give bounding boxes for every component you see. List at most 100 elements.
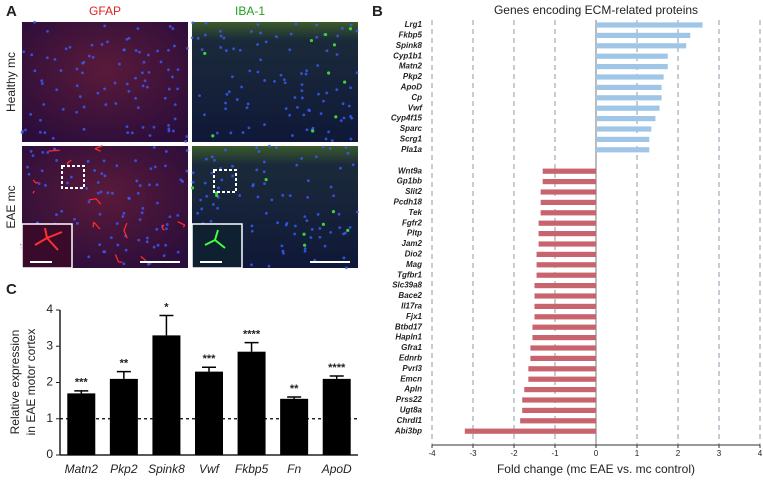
y-tick-label: Pvrl3 xyxy=(402,364,422,373)
nucleus xyxy=(322,99,325,103)
nucleus xyxy=(305,128,309,132)
nucleus xyxy=(224,148,227,152)
nucleus xyxy=(171,129,175,133)
nucleus xyxy=(55,213,58,217)
x-tick-label: Spink8 xyxy=(148,462,185,476)
nucleus xyxy=(53,58,57,61)
bar xyxy=(109,378,138,455)
nucleus xyxy=(39,118,42,122)
nucleus xyxy=(181,180,184,183)
nucleus xyxy=(24,128,27,132)
nucleus xyxy=(167,48,170,52)
nucleus xyxy=(270,198,274,202)
panel-a: A GFAP IBA-1 Healthy mc EAE mc xyxy=(4,3,359,270)
bar xyxy=(596,95,662,101)
process xyxy=(32,190,35,194)
error-bar xyxy=(74,390,89,394)
nucleus xyxy=(130,131,134,135)
nucleus xyxy=(190,36,194,40)
nucleus xyxy=(300,89,304,93)
nucleus xyxy=(303,249,307,253)
nucleus xyxy=(255,146,259,149)
nucleus xyxy=(162,254,166,258)
nucleus xyxy=(173,103,177,107)
panel-label: C xyxy=(6,281,17,298)
y-tick-label: Tgfbr1 xyxy=(397,270,422,279)
nucleus xyxy=(75,84,79,88)
nucleus xyxy=(349,86,352,90)
nucleus xyxy=(293,224,297,228)
nucleus xyxy=(100,172,104,176)
nucleus xyxy=(81,71,84,75)
nucleus xyxy=(100,43,104,46)
cell xyxy=(211,134,215,138)
nucleus xyxy=(91,55,95,59)
nucleus xyxy=(113,81,117,85)
nucleus xyxy=(336,34,340,38)
process xyxy=(88,198,102,205)
nucleus xyxy=(303,247,307,251)
nucleus xyxy=(256,23,260,26)
nucleus xyxy=(81,61,85,65)
nucleus xyxy=(309,236,313,239)
nucleus xyxy=(46,151,50,154)
nucleus xyxy=(138,184,142,187)
nucleus xyxy=(318,227,322,230)
bar xyxy=(536,272,596,278)
nucleus xyxy=(204,157,208,161)
bar xyxy=(596,136,650,142)
y-tick-label: 3 xyxy=(46,338,53,352)
micrograph xyxy=(22,22,188,142)
nucleus xyxy=(185,169,189,173)
nucleus xyxy=(164,243,168,247)
nucleus xyxy=(40,79,44,83)
error-bar xyxy=(287,396,302,399)
nucleus xyxy=(203,181,207,185)
nucleus xyxy=(75,110,79,114)
nucleus xyxy=(87,200,91,204)
nucleus xyxy=(295,163,299,167)
nucleus xyxy=(200,48,204,52)
process xyxy=(94,145,103,152)
cell xyxy=(348,27,353,31)
nucleus xyxy=(134,49,138,52)
nucleus xyxy=(87,54,91,58)
nucleus xyxy=(256,70,260,74)
nucleus xyxy=(355,210,359,214)
nucleus xyxy=(40,82,44,85)
nucleus xyxy=(90,43,94,47)
nucleus xyxy=(55,88,59,92)
bar xyxy=(596,126,652,132)
y-tick-label: Slc39a8 xyxy=(392,281,422,290)
significance: *** xyxy=(203,353,217,365)
nucleus xyxy=(96,191,100,195)
nucleus xyxy=(104,103,108,107)
nucleus xyxy=(310,227,314,231)
cell xyxy=(321,222,325,226)
bar xyxy=(596,84,662,90)
nucleus xyxy=(262,160,266,164)
nucleus xyxy=(163,96,167,100)
nucleus xyxy=(355,29,359,33)
nucleus xyxy=(124,248,128,252)
nucleus xyxy=(167,68,170,72)
nucleus xyxy=(29,150,33,153)
nucleus xyxy=(264,40,268,44)
cell xyxy=(302,232,306,236)
nucleus xyxy=(216,206,219,210)
bar xyxy=(596,116,656,122)
y-tick-label: Scrg1 xyxy=(400,135,423,144)
roi xyxy=(213,169,237,193)
nucleus xyxy=(134,76,137,80)
nucleus xyxy=(176,87,179,91)
nucleus xyxy=(51,136,55,140)
nucleus xyxy=(338,226,342,230)
nucleus xyxy=(99,190,103,194)
nucleus xyxy=(288,194,292,198)
nucleus xyxy=(140,211,144,215)
nucleus xyxy=(115,164,119,168)
y-tick-label: Ugt8a xyxy=(400,406,423,415)
bar xyxy=(596,64,668,70)
nucleus xyxy=(136,191,140,195)
